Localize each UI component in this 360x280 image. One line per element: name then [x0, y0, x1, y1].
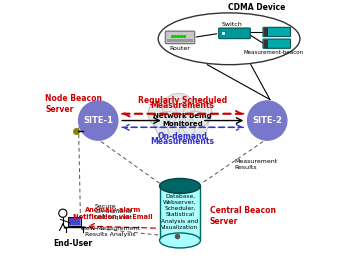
Ellipse shape [159, 178, 201, 193]
Text: Switch: Switch [221, 22, 242, 27]
Text: SITE-2: SITE-2 [252, 116, 282, 125]
Text: CDMA Device: CDMA Device [228, 3, 285, 11]
Bar [69, 218, 80, 225]
Text: Database,
Webserver,
Scheduler,
Statistical
Analysis and
Visualization: Database, Webserver, Scheduler, Statisti… [161, 194, 199, 230]
FancyBboxPatch shape [167, 39, 193, 42]
FancyBboxPatch shape [165, 31, 195, 44]
Text: On-demand: On-demand [158, 132, 208, 141]
Circle shape [155, 111, 181, 137]
FancyBboxPatch shape [264, 28, 268, 36]
Text: Measurements: Measurements [151, 137, 215, 146]
Text: Network being: Network being [153, 113, 212, 119]
Text: Monitored: Monitored [162, 121, 203, 127]
FancyBboxPatch shape [264, 40, 268, 48]
Text: Central Beacon
Server: Central Beacon Server [210, 206, 276, 226]
Text: Anomaly-alarm
Notification via Email: Anomaly-alarm Notification via Email [73, 207, 153, 220]
Text: Secure
On-demand
test request: Secure On-demand test request [94, 204, 132, 220]
Ellipse shape [159, 233, 201, 248]
Circle shape [148, 100, 176, 128]
FancyBboxPatch shape [219, 28, 250, 39]
Text: Measurement
Results: Measurement Results [234, 159, 278, 170]
Bar [159, 186, 201, 241]
Circle shape [168, 114, 195, 141]
Text: Measurement-beacon: Measurement-beacon [244, 50, 304, 55]
Text: SITE-1: SITE-1 [83, 116, 113, 125]
Circle shape [163, 93, 194, 125]
FancyBboxPatch shape [263, 39, 291, 48]
Bar [68, 217, 81, 226]
Text: Regularly Scheduled: Regularly Scheduled [138, 95, 227, 105]
Circle shape [248, 101, 287, 140]
Circle shape [182, 111, 208, 137]
Circle shape [184, 99, 212, 127]
Text: Router: Router [170, 46, 190, 52]
Text: Node Beacon
Server: Node Beacon Server [45, 94, 102, 114]
FancyBboxPatch shape [221, 31, 225, 35]
Text: End-User: End-User [53, 239, 92, 248]
Text: Measurements: Measurements [151, 101, 215, 110]
Circle shape [78, 101, 118, 140]
Text: View Measurement
Results Analysis: View Measurement Results Analysis [80, 226, 140, 237]
FancyBboxPatch shape [263, 27, 291, 37]
